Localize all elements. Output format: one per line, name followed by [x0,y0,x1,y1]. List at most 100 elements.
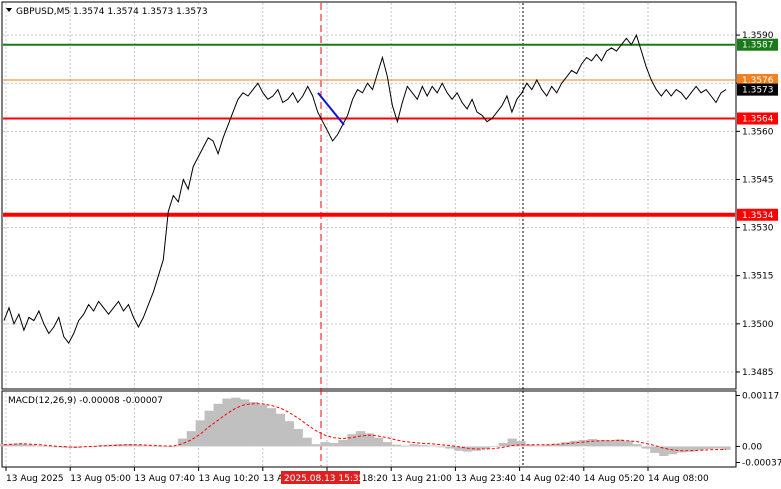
macd-bar [302,437,312,447]
macd-bar [632,444,642,447]
price-series [3,33,727,345]
macd-bar [578,439,589,447]
macd-header: MACD(12,26,9) -0.00008 -0.00007 [8,396,163,406]
macd-bar [623,441,633,447]
macd-bar [222,398,232,447]
macd-bar [195,420,205,447]
x-tick-label: 14 Aug 08:00 [648,474,709,484]
macd-bar [463,446,473,452]
macd-bar [356,431,366,447]
macd-bar [44,446,54,448]
macd-bar [266,408,277,447]
x-tick-label: 13 Aug 10:20 [199,474,260,484]
macd-bar [204,410,214,447]
x-tick-label: 13 Aug 2025 [6,474,64,484]
macd-bar [88,445,98,447]
macd-bar [329,442,339,447]
macd-bar [311,444,321,447]
x-tick-label: 13 Au [263,474,289,484]
current-price-box [737,83,778,96]
macd-bar [320,442,330,447]
macd-bar [685,446,696,452]
macd-series [0,397,731,456]
macd-bar [231,397,241,447]
macd-bar [650,446,660,453]
macd-bar [525,444,535,447]
macd-bar [427,445,437,447]
macd-bar [124,444,134,447]
time-marker-label: 2025.08.13 15:35 [284,474,364,484]
y-tick-label: 1.3590 [742,31,774,41]
level-label: 1.3534 [742,211,774,221]
macd-bar [659,446,669,456]
macd-bar [365,433,375,447]
x-tick-label: 14 Aug 02:40 [520,474,581,484]
macd-bar [436,446,446,448]
macd-signal-line [3,403,726,452]
annotation-segment [317,92,345,126]
macd-bar [0,444,9,447]
macd-bar [721,446,731,450]
macd-tick-label: 0.00 [742,442,762,452]
price-levels [3,43,735,217]
symbol-header: GBPUSD,M5 1.3574 1.3574 1.3573 1.3573 [16,7,208,17]
level-label: 1.3587 [742,41,774,51]
macd-bar [454,446,464,451]
macd-bar [516,441,526,447]
time-axis: 13 Aug 2025 13 Aug 05:00 13 Aug 07:40 13 Au… [5,467,709,484]
macd-tick-label: -0.00037 [742,459,781,469]
macd-bar [142,445,152,447]
macd-bar [284,421,294,447]
level-label-box [737,112,778,125]
macd-bar [694,446,705,450]
macd-bar [293,429,303,447]
level-label-box [737,208,778,221]
current-price-label: 1.3573 [742,86,774,96]
y-tick-label: 1.3560 [742,127,774,137]
macd-bar [177,438,188,447]
macd-bar [249,402,259,447]
macd-bar [418,445,428,447]
macd-bar [471,446,482,451]
x-tick-label: 13 Aug 05:00 [70,474,131,484]
macd-bar [382,442,393,447]
time-marker-box [281,471,360,484]
y-tick-label: 1.3545 [742,175,774,185]
level-label-box [737,74,778,86]
macd-bar [507,438,517,447]
macd-bar [17,443,27,447]
level-label: 1.3576 [742,76,774,86]
macd-bar [151,446,161,448]
macd-bar [35,445,45,447]
macd-panel-frame [1,390,737,468]
macd-tick-label: 0.00117 [742,391,779,401]
macd-bar [258,404,268,447]
x-tick-label: 14 Aug 05:20 [584,474,645,484]
macd-bar [400,445,410,447]
price-panel-frame [1,1,737,390]
macd-bar [409,444,419,447]
macd-bar [186,431,196,447]
symbol-dropdown-icon[interactable] [6,8,12,12]
level-label: 1.3564 [742,115,774,125]
macd-bar [391,444,401,447]
macd-bar [605,440,615,447]
macd-axis: 0.00117 0.00 -0.00037 [736,391,781,469]
y-tick-label: 1.3515 [742,272,774,282]
macd-bar [133,444,143,447]
macd-bar [213,403,223,447]
macd-bar [587,439,598,447]
macd-bar [53,446,63,448]
macd-bar [275,413,286,447]
macd-bar [596,439,606,447]
macd-bar [534,445,544,447]
macd-bar [489,446,500,448]
macd-bar [480,446,491,450]
macd-bar [614,439,624,447]
macd-bar [498,442,508,447]
macd-bar [347,434,357,447]
x-tick-label: 13 Aug 07:40 [134,474,195,484]
price-line [3,33,727,345]
price-axis: 1.35901.35751.35601.35451.35301.35151.35… [736,31,778,378]
